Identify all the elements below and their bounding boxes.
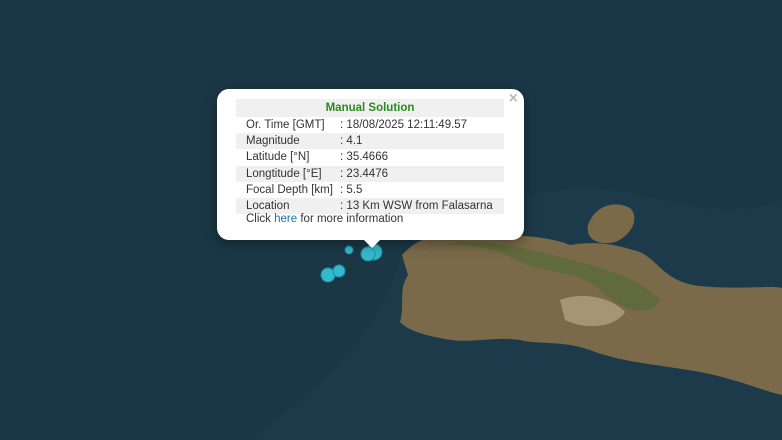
field-label: Longtitude [°E] (236, 165, 341, 182)
quake-marker[interactable] (332, 264, 346, 278)
info-row: Or. Time [GMT] : 18/08/2025 12:11:49.57 (236, 117, 504, 133)
field-value: : 13 Km WSW from Falasarna (340, 197, 504, 215)
info-row: Location: 13 Km WSW from Falasarna (236, 197, 504, 215)
field-label: Or. Time [GMT] (246, 119, 325, 132)
quake-marker[interactable] (360, 246, 376, 262)
footer-text: for more information (300, 213, 404, 225)
field-value: : 5.5 (340, 183, 363, 196)
field-value: : 35.4666 (340, 151, 388, 164)
quake-marker[interactable] (344, 245, 354, 255)
field-value: : 18/08/2025 12:11:49.57 (340, 119, 468, 132)
mountains (560, 296, 625, 327)
field-value: : 23.4476 (340, 165, 504, 182)
close-button[interactable]: × (508, 90, 518, 107)
land-vegetation (420, 241, 660, 311)
info-row: Focal Depth [km] : 5.5 (236, 182, 504, 198)
info-row: Latitude [°N] : 35.4666 (236, 149, 504, 165)
info-row: Longtitude [°E]: 23.4476 (236, 165, 504, 182)
more-info-link[interactable]: here (274, 213, 298, 225)
info-row: Magnitude: 4.1 (236, 133, 504, 150)
field-label: Location (236, 197, 341, 215)
field-label: Focal Depth [km] (246, 183, 333, 196)
field-label: Latitude [°N] (246, 151, 310, 164)
field-label: Magnitude (236, 133, 341, 150)
popup-pointer (363, 239, 381, 248)
info-table: Manual Solution Or. Time [GMT] : 18/08/20… (236, 99, 504, 215)
footer-text: Click (246, 213, 271, 225)
info-popup: × Manual Solution Or. Time [GMT] : 18/08/… (217, 89, 524, 240)
peninsula (587, 204, 635, 244)
field-value: : 4.1 (340, 133, 504, 150)
footer: Click here for more information (246, 213, 403, 225)
earthquake-markers (320, 243, 383, 283)
popup-title: Manual Solution (236, 99, 504, 117)
